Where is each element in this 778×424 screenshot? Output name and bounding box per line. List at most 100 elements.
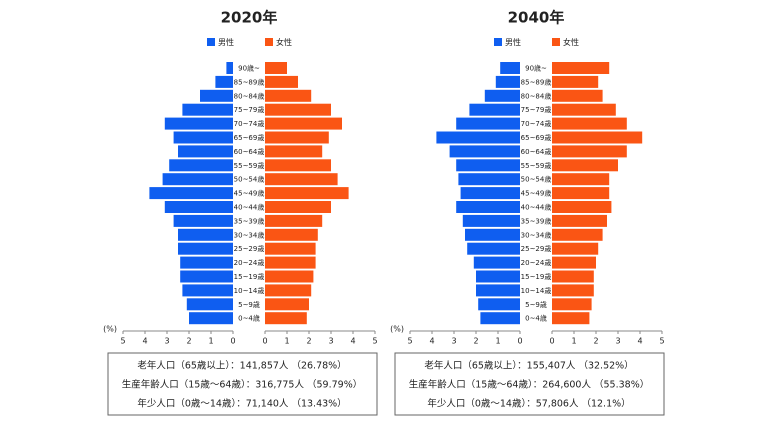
x-tick-label: 5: [120, 337, 125, 346]
bar: [552, 242, 599, 255]
bar: [265, 62, 287, 74]
bar: [478, 298, 520, 311]
bar: [458, 173, 520, 186]
legend-swatch: [207, 38, 215, 46]
summary-line: 生産年齢人口（15歳～64歳）：264,600人 （55.38%）: [409, 379, 649, 391]
x-tick-label: 4: [350, 337, 355, 346]
bar: [552, 228, 603, 241]
bar: [169, 159, 233, 172]
x-tick-label: 4: [429, 337, 434, 346]
summary-line: 老年人口（65歳以上）：141,857人 （26.78%）: [137, 360, 346, 372]
summary-box: [394, 352, 665, 416]
category-label: 80~84歳: [234, 91, 265, 100]
bar: [484, 89, 520, 102]
x-tick-label: 0: [262, 337, 267, 346]
bar: [480, 312, 520, 325]
summary-line: 年少人口（0歳～14歳）：71,140人 （13.43%）: [137, 398, 346, 410]
category-label: 5~9歳: [238, 300, 260, 309]
bar: [456, 201, 520, 213]
bar: [265, 159, 331, 172]
bar: [476, 270, 520, 283]
bar: [178, 242, 233, 255]
category-label: 0~4歳: [525, 314, 547, 323]
category-label: 85~89歳: [234, 77, 265, 86]
category-label: 20~24歳: [234, 258, 265, 267]
x-tick-label: 2: [593, 337, 598, 346]
bar: [552, 117, 627, 130]
legend-swatch: [265, 38, 273, 46]
bar: [476, 284, 520, 297]
x-tick-label: 1: [571, 337, 576, 346]
bar: [173, 131, 233, 144]
bar: [265, 145, 323, 158]
x-tick-label: 4: [142, 337, 147, 346]
category-label: 45~49歳: [234, 189, 265, 198]
x-tick-label: 2: [473, 337, 478, 346]
summary-line: 生産年齢人口（15歳～64歳）：316,775人 （59.79%）: [122, 379, 362, 391]
bar: [265, 298, 309, 311]
category-label: 10~14歳: [521, 286, 552, 295]
bar: [200, 89, 233, 102]
x-tick-label: 3: [164, 337, 169, 346]
bar: [265, 256, 316, 269]
bar: [552, 312, 590, 325]
chart-title: 2040年: [508, 9, 565, 27]
bar: [495, 75, 520, 88]
category-label: 90歳~: [238, 64, 260, 73]
bar: [149, 187, 233, 200]
bar: [265, 75, 298, 88]
bar: [552, 159, 618, 172]
category-label: 35~39歳: [234, 216, 265, 225]
bar: [552, 187, 610, 200]
bar: [265, 284, 312, 297]
bar: [456, 117, 520, 130]
bar: [552, 214, 607, 227]
legend-label: 女性: [563, 37, 579, 47]
bar: [265, 117, 342, 130]
bar: [462, 214, 520, 227]
category-label: 50~54歳: [234, 175, 265, 184]
x-tick-label: 1: [284, 337, 289, 346]
bar: [265, 242, 316, 255]
bar: [265, 131, 329, 144]
bar: [552, 256, 596, 269]
category-label: 0~4歳: [238, 314, 260, 323]
category-label: 75~79歳: [521, 105, 552, 114]
x-tick-label: 0: [549, 337, 554, 346]
category-label: 65~69歳: [521, 133, 552, 142]
x-axis-label: (%): [103, 325, 117, 334]
bar: [265, 89, 312, 102]
category-label: 90歳~: [525, 64, 547, 73]
x-tick-label: 2: [186, 337, 191, 346]
bar: [178, 228, 233, 241]
bar: [180, 270, 233, 283]
bar: [449, 145, 520, 158]
x-tick-label: 3: [328, 337, 333, 346]
legend-swatch: [552, 38, 560, 46]
bar: [456, 159, 520, 172]
category-label: 70~74歳: [234, 119, 265, 128]
bar: [164, 201, 233, 213]
bar: [189, 312, 233, 325]
category-label: 60~64歳: [521, 147, 552, 156]
category-label: 50~54歳: [521, 175, 552, 184]
category-label: 80~84歳: [521, 91, 552, 100]
bar: [173, 214, 233, 227]
x-tick-label: 1: [495, 337, 500, 346]
bar: [186, 298, 233, 311]
bar: [467, 242, 520, 255]
category-label: 60~64歳: [234, 147, 265, 156]
legend-label: 女性: [276, 37, 292, 47]
category-label: 55~59歳: [234, 161, 265, 170]
bar: [465, 228, 520, 241]
bar: [552, 298, 592, 311]
category-label: 75~79歳: [234, 105, 265, 114]
bar: [552, 75, 599, 88]
bar: [265, 187, 349, 200]
x-tick-label: 3: [615, 337, 620, 346]
bar: [162, 173, 233, 186]
x-tick-label: 0: [230, 337, 235, 346]
bar: [265, 228, 318, 241]
category-label: 45~49歳: [521, 189, 552, 198]
